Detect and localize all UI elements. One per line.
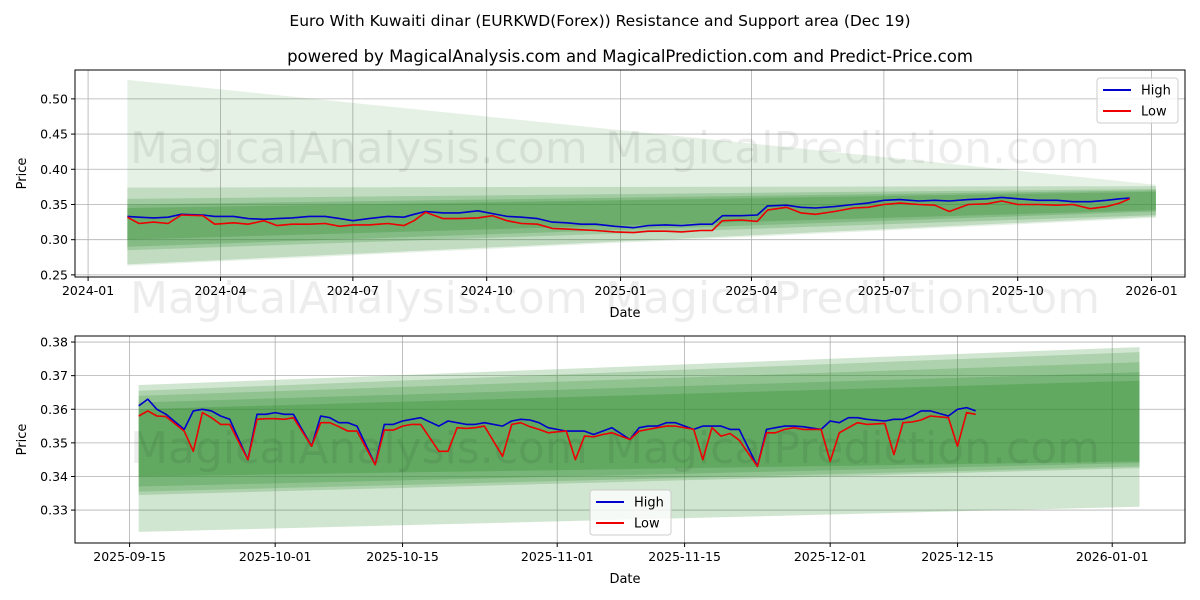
legend-label-high: High	[1141, 84, 1171, 99]
axes-frame	[74, 335, 1186, 544]
legend: High Low	[589, 489, 672, 536]
y-tick-label: 0.30	[40, 232, 68, 247]
y-tick-label: 0.45	[40, 127, 68, 142]
series-low-line	[127, 198, 1131, 234]
x-tick-label: 2025-04	[725, 283, 777, 298]
support-resistance-band	[127, 186, 1156, 265]
x-tick-label: 2024-04	[194, 283, 246, 298]
x-tick-label: 2026-01-01	[1076, 549, 1149, 564]
legend-label-low: Low	[634, 517, 660, 532]
x-tick-label: 2025-01	[594, 283, 646, 298]
series-high-line	[138, 398, 976, 468]
x-tick-label: 2025-10-01	[239, 549, 312, 564]
watermark-magicalprediction: MagicalPrediction.com	[605, 423, 1100, 474]
watermark-magicalanalysis: MagicalAnalysis.com	[130, 273, 588, 324]
chart-subtitle: powered by MagicalAnalysis.com and Magic…	[287, 47, 973, 66]
legend-label-low: Low	[1141, 105, 1167, 120]
legend: High Low	[1096, 77, 1179, 124]
y-tick-label: 0.25	[40, 267, 68, 282]
x-tick-label: 2025-09-15	[93, 549, 166, 564]
y-tick-label: 0.38	[40, 335, 68, 350]
x-tick-label: 2025-07	[858, 283, 910, 298]
support-resistance-band	[127, 190, 1156, 247]
y-tick-label: 0.35	[40, 435, 68, 450]
x-tick-label: 2025-11-01	[521, 549, 594, 564]
y-tick-label: 0.34	[40, 469, 68, 484]
x-tick-label: 2024-01	[62, 283, 114, 298]
x-tick-label: 2025-12-01	[794, 549, 867, 564]
support-resistance-band	[127, 79, 1156, 266]
x-axis-label: Date	[609, 572, 640, 587]
y-tick-label: 0.40	[40, 162, 68, 177]
x-tick-label: 2024-10	[461, 283, 513, 298]
y-axis-label: Price	[15, 424, 30, 456]
x-tick-label: 2025-11-15	[648, 549, 721, 564]
watermark-magicalprediction: MagicalPrediction.com	[605, 123, 1100, 174]
x-tick-label: 2026-01	[1125, 283, 1177, 298]
y-tick-label: 0.50	[40, 91, 68, 106]
y-tick-label: 0.37	[40, 368, 68, 383]
support-resistance-band	[138, 352, 1140, 495]
x-tick-label: 2024-07	[327, 283, 379, 298]
support-resistance-band	[127, 188, 1156, 251]
legend-label-high: High	[634, 496, 664, 511]
x-tick-label: 2025-10-15	[366, 549, 439, 564]
support-resistance-band	[138, 372, 1140, 487]
y-tick-label: 0.35	[40, 197, 68, 212]
axes-frame	[74, 69, 1186, 278]
y-tick-label: 0.36	[40, 402, 68, 417]
x-tick-label: 2025-12-15	[921, 549, 994, 564]
support-resistance-band	[138, 347, 1140, 532]
watermark-magicalanalysis: MagicalAnalysis.com	[130, 123, 588, 174]
watermark-magicalprediction: MagicalPrediction.com	[605, 273, 1100, 324]
bottom-chart: MagicalAnalysis.com MagicalPrediction.com…	[15, 335, 1186, 587]
x-tick-label: 2025-10	[992, 283, 1044, 298]
top-chart: MagicalAnalysis.com MagicalPrediction.com…	[15, 69, 1186, 324]
x-axis-label: Date	[609, 306, 640, 321]
series-high-line	[127, 196, 1130, 229]
chart-title: Euro With Kuwaiti dinar (EURKWD(Forex)) …	[289, 12, 910, 30]
series-low-line	[138, 410, 976, 468]
y-tick-label: 0.33	[40, 503, 68, 518]
y-axis-label: Price	[15, 158, 30, 190]
